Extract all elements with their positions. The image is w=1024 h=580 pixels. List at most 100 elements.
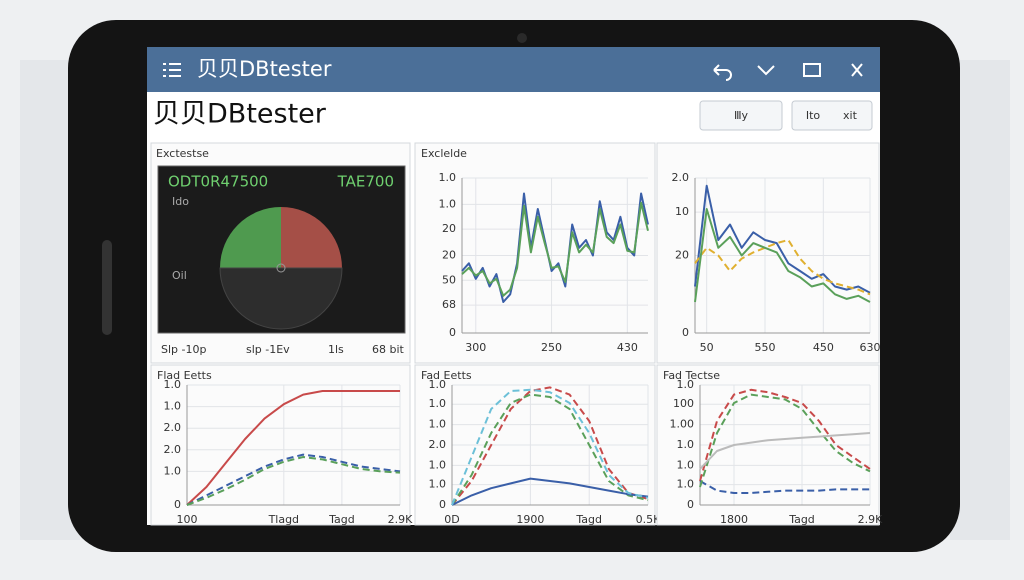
phone-button bbox=[102, 240, 112, 335]
panel-tab: Fad Eetts bbox=[421, 369, 472, 382]
gauge-sector bbox=[219, 267, 343, 330]
app-heading: 贝贝DBtester bbox=[153, 99, 327, 130]
y-tick-label: 1.0 bbox=[164, 464, 182, 477]
button[interactable] bbox=[791, 100, 873, 131]
y-tick-label: 1.0 bbox=[677, 458, 695, 471]
y-tick-label: 2.0 bbox=[429, 438, 447, 451]
series-line bbox=[699, 388, 871, 482]
y-tick-label: 1.0 bbox=[677, 438, 695, 451]
series-line bbox=[699, 480, 870, 494]
y-tick-label: 1.0 bbox=[439, 197, 457, 210]
gauge-sector bbox=[281, 207, 342, 268]
series-line bbox=[451, 393, 649, 506]
x-tick-label: 1900 bbox=[516, 513, 544, 526]
y-tick-label: 20 bbox=[675, 249, 689, 262]
panel-tab: Fad Tectse bbox=[663, 369, 720, 382]
y-tick-label: 0 bbox=[439, 498, 446, 511]
gauge-footer: slp -1Ev bbox=[246, 343, 290, 356]
window-icon[interactable] bbox=[803, 63, 821, 77]
series-line bbox=[694, 184, 871, 294]
series-line bbox=[694, 239, 871, 296]
y-tick-label: 1.0 bbox=[429, 418, 447, 431]
panel bbox=[656, 142, 880, 364]
x-tick-label: 50 bbox=[700, 341, 714, 354]
series-line bbox=[451, 388, 649, 506]
x-tick-label: 100 bbox=[177, 513, 198, 526]
y-tick-label: 0 bbox=[449, 326, 456, 339]
menu-icon[interactable] bbox=[163, 63, 181, 77]
x-tick-label: 450 bbox=[813, 341, 834, 354]
y-tick-label: 68 bbox=[442, 298, 456, 311]
gauge-footer: Slp -10p bbox=[161, 343, 206, 356]
x-tick-label: 2.9K bbox=[858, 513, 883, 526]
button[interactable] bbox=[699, 100, 783, 131]
y-tick-label: 1.0 bbox=[429, 458, 447, 471]
gauge-label: Ido bbox=[172, 195, 189, 208]
button-label: Ito bbox=[806, 109, 821, 122]
gauge-pivot bbox=[276, 263, 286, 273]
gauge-footer: 1ls bbox=[328, 343, 344, 356]
panel-tab: Exctestse bbox=[156, 147, 209, 160]
y-tick-label: 10 bbox=[675, 205, 689, 218]
back-icon[interactable] bbox=[713, 64, 732, 81]
y-tick-label: 50 bbox=[442, 273, 456, 286]
y-tick-label: 1.0 bbox=[429, 397, 447, 410]
x-tick-label: Tagd bbox=[575, 513, 602, 526]
x-tick-label: 250 bbox=[541, 341, 562, 354]
panel-tab: Flad Eetts bbox=[157, 369, 212, 382]
y-tick-label: 0 bbox=[687, 498, 694, 511]
series-line bbox=[451, 477, 649, 506]
x-tick-label: Tagd bbox=[788, 513, 815, 526]
x-tick-label: 430 bbox=[617, 341, 638, 354]
y-tick-label: 1.0 bbox=[429, 378, 447, 391]
x-tick-label: Tlagd bbox=[268, 513, 299, 526]
x-tick-label: 550 bbox=[755, 341, 776, 354]
series-line bbox=[451, 386, 649, 506]
y-tick-label: 20 bbox=[442, 222, 456, 235]
y-tick-label: 2.0 bbox=[164, 421, 182, 434]
y-tick-label: 100 bbox=[673, 397, 694, 410]
y-tick-label: 1.0 bbox=[429, 478, 447, 491]
gauge-label: Oil bbox=[172, 269, 187, 282]
down-icon[interactable] bbox=[757, 65, 775, 76]
series-line bbox=[699, 393, 871, 488]
series-line bbox=[461, 201, 649, 297]
x-tick-label: 0D bbox=[444, 513, 459, 526]
series-line bbox=[186, 453, 401, 506]
x-tick-label: 630 bbox=[860, 341, 881, 354]
y-tick-label: 1.0 bbox=[677, 478, 695, 491]
series-line bbox=[694, 208, 871, 303]
close-icon[interactable] bbox=[851, 63, 863, 77]
x-tick-label: Tagd bbox=[328, 513, 355, 526]
gauge-sector bbox=[220, 207, 281, 268]
y-tick-label: 1.00 bbox=[670, 418, 695, 431]
panel-tab: Exclelde bbox=[421, 147, 467, 160]
y-tick-label: 1.0 bbox=[164, 400, 182, 413]
app-title: 贝贝DBtester bbox=[197, 57, 332, 81]
series-line bbox=[186, 456, 401, 506]
title-bar bbox=[147, 47, 880, 92]
gauge-readout: ODT0R47500 bbox=[168, 173, 268, 191]
series-line bbox=[699, 432, 871, 470]
y-tick-label: 20 bbox=[442, 249, 456, 262]
x-tick-label: 2.9K bbox=[388, 513, 413, 526]
button-label: xit bbox=[843, 109, 858, 122]
title-icons bbox=[163, 63, 863, 81]
y-tick-label: 0 bbox=[174, 498, 181, 511]
button-label: Ⅲy bbox=[734, 109, 749, 122]
panel bbox=[414, 142, 656, 364]
y-tick-label: 2.0 bbox=[164, 443, 182, 456]
y-tick-label: 1.0 bbox=[164, 378, 182, 391]
y-tick-label: 1.0 bbox=[439, 171, 457, 184]
y-tick-label: 2.0 bbox=[672, 171, 690, 184]
gauge-footer: 68 bit bbox=[372, 343, 405, 356]
x-tick-label: 300 bbox=[465, 341, 486, 354]
camera bbox=[517, 33, 527, 43]
y-tick-label: 1.0 bbox=[677, 378, 695, 391]
y-tick-label: 0 bbox=[682, 326, 689, 339]
series-line bbox=[186, 390, 400, 506]
x-tick-label: 1800 bbox=[720, 513, 748, 526]
gauge-readout: TAE700 bbox=[337, 173, 394, 191]
